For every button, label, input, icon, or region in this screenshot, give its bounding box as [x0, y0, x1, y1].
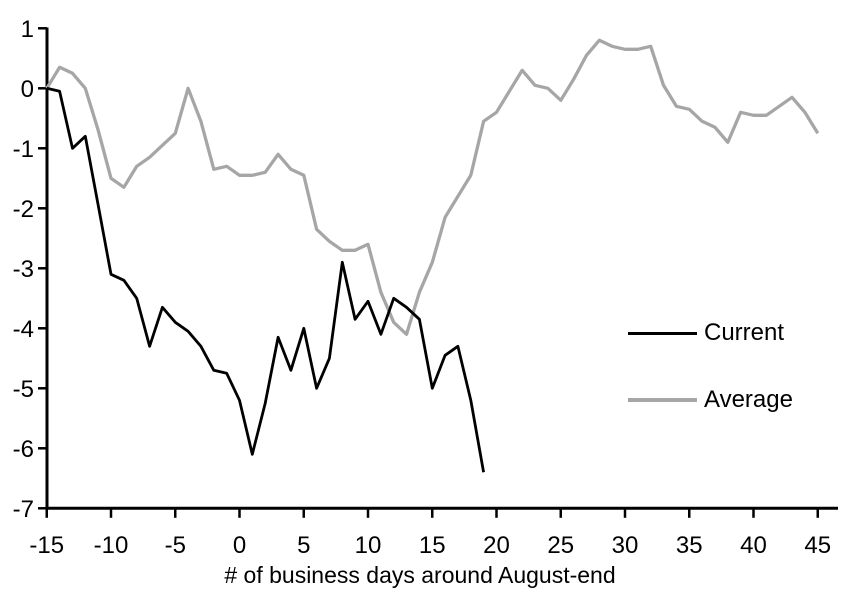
x-tick-label: 45: [804, 532, 831, 559]
y-tick-label: -2: [13, 196, 34, 223]
x-tick-label: -15: [29, 532, 64, 559]
x-tick-label: 15: [419, 532, 446, 559]
y-tick-label: 1: [21, 16, 34, 43]
y-tick-label: -5: [13, 376, 34, 403]
x-tick-label: 20: [483, 532, 510, 559]
x-tick-label: 0: [233, 532, 246, 559]
x-tick-label: 5: [297, 532, 310, 559]
x-tick-label: 30: [612, 532, 639, 559]
y-tick-label: -3: [13, 256, 34, 283]
x-tick-label: 25: [547, 532, 574, 559]
y-tick-label: -6: [13, 436, 34, 463]
y-tick-label: 0: [21, 76, 34, 103]
x-tick-label: 40: [740, 532, 767, 559]
y-tick-label: -4: [13, 316, 34, 343]
y-tick-label: -7: [13, 496, 34, 523]
x-tick-label: 35: [676, 532, 703, 559]
x-tick-label: -10: [94, 532, 129, 559]
x-tick-label: 10: [355, 532, 382, 559]
x-tick-label: -5: [165, 532, 186, 559]
y-tick-label: -1: [13, 136, 34, 163]
x-axis-title: # of business days around August-end: [224, 562, 616, 588]
average-line: [45, 38, 820, 336]
current-line: [46, 86, 485, 473]
